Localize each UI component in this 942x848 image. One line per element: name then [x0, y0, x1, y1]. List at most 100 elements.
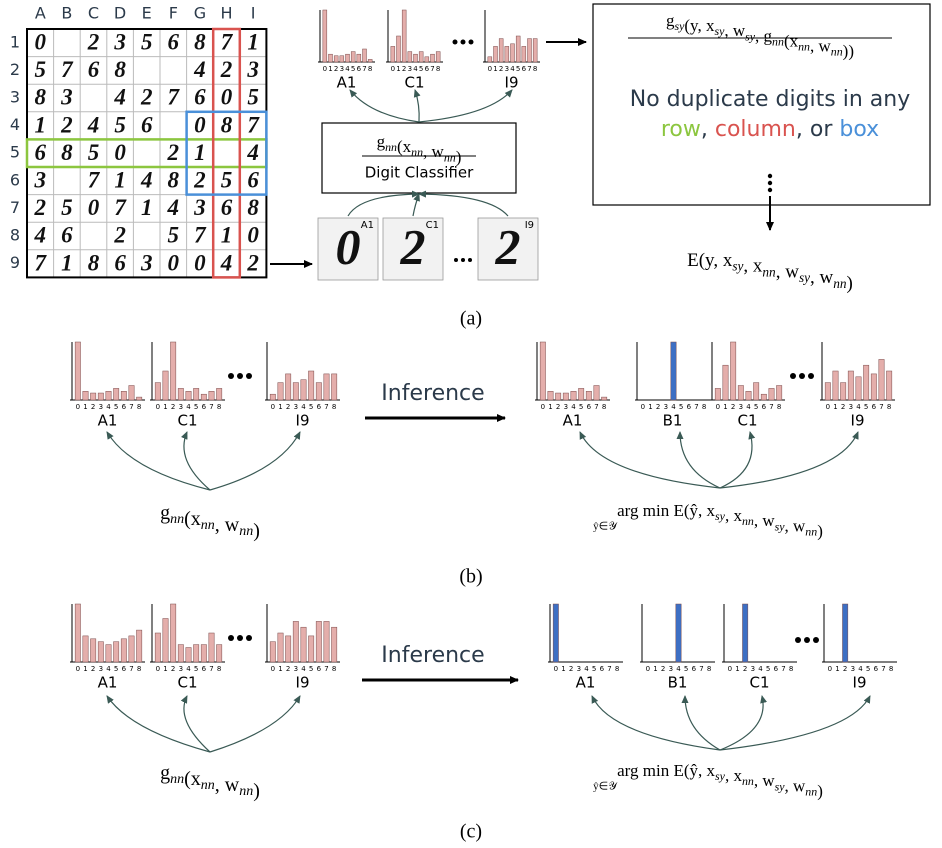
curve [107, 696, 210, 752]
cell-digit: 7 [35, 250, 48, 275]
digit-image-label: I9 [525, 220, 534, 231]
cell-digit: 0 [88, 195, 100, 220]
cell-digit: 6 [114, 250, 126, 275]
hist-bar [363, 49, 367, 62]
hist-tick-label: 5 [351, 65, 355, 73]
hist-bar [346, 54, 350, 62]
formula-part: E(y, x [687, 250, 733, 271]
hist-label: A1 [98, 412, 118, 430]
hist-bar [136, 630, 141, 662]
hist-tick-label: 4 [345, 65, 350, 73]
formula-subscript: nn [201, 778, 215, 793]
hist-tick-label: 7 [527, 65, 531, 73]
formula: gnn(xnn, wnn) [160, 502, 260, 542]
hist-tick-label: 8 [332, 665, 336, 673]
column-label: G [194, 4, 206, 23]
hist-tick-label: 0 [391, 65, 395, 73]
hist-bar [499, 39, 503, 62]
hist-tick-label: 8 [777, 403, 781, 411]
hist-tick-label: 5 [592, 665, 596, 673]
hist-tick-label: 5 [754, 403, 758, 411]
cell-digit: 8 [88, 250, 100, 275]
hist-tick-label: 3 [851, 665, 855, 673]
hist-bar [505, 46, 509, 62]
hist-tick-label: 4 [571, 403, 576, 411]
hist-tick-label: 2 [841, 403, 845, 411]
constraint-part: column [715, 117, 796, 142]
curve [184, 432, 210, 490]
formula-part: (x [784, 31, 799, 50]
hist-bar [825, 383, 830, 400]
hist-tick-label: 6 [874, 665, 879, 673]
curve [720, 696, 870, 750]
row-label: 3 [10, 88, 20, 107]
curve [720, 696, 763, 750]
cell-digit: 2 [193, 167, 206, 192]
hist-bar [155, 633, 160, 662]
hist-bar [163, 619, 168, 663]
cell-digit: 5 [35, 57, 47, 82]
hist-tick-label: 0 [646, 665, 650, 673]
figure: ABCDEFGHI1234567890235687157684238342760… [0, 0, 942, 848]
formula-subscript: nn [833, 276, 847, 291]
hist-tick-label: 6 [774, 665, 779, 673]
hist-tick-label: 7 [607, 665, 611, 673]
formula-subscript: nn [239, 784, 253, 799]
hist-bar [178, 388, 183, 400]
hist-bar [121, 391, 126, 400]
hist-bar [106, 645, 111, 662]
digit-image-label: A1 [361, 220, 374, 231]
hist-tick-label: 8 [707, 665, 711, 673]
hist-bar [324, 621, 329, 662]
digit-glyph: 2 [495, 218, 521, 274]
hist-tick-label: 0 [488, 65, 492, 73]
constraint-part: box [839, 117, 879, 142]
cell-digit: 6 [141, 112, 153, 137]
hist-tick-label: 2 [286, 665, 290, 673]
hist-tick-label: 7 [209, 665, 213, 673]
hist-tick-label: 1 [163, 403, 167, 411]
hist-tick-label: 1 [396, 65, 400, 73]
formula-part: , w [754, 771, 776, 790]
hist-bar [163, 371, 168, 400]
hist-tick-label: 1 [835, 665, 839, 673]
hist-tick-label: 2 [743, 665, 747, 673]
dot [768, 174, 772, 178]
hist-tick-label: 3 [340, 65, 344, 73]
hist-tick-label: 0 [271, 403, 275, 411]
hist-tick-label: 5 [864, 403, 868, 411]
cell-digit: 4 [140, 167, 153, 192]
formula-subscript: nn [170, 772, 184, 787]
formula-part: g [160, 502, 170, 524]
hist-bar [186, 391, 191, 400]
hist-tick-label: 8 [217, 665, 221, 673]
hist-tick-label: 7 [324, 403, 328, 411]
formula-subscript: nn [798, 39, 810, 53]
hist-label: I9 [296, 674, 310, 692]
cell-digit: 3 [193, 195, 206, 220]
hist-bar [113, 388, 118, 400]
cell-digit: 0 [221, 85, 233, 110]
formula-part: , x [725, 506, 743, 525]
formula-part: ) [817, 521, 823, 540]
curve [210, 696, 300, 752]
hist-tick-label: 0 [271, 665, 275, 673]
hist-tick-label: 2 [91, 665, 95, 673]
cell-digit: 0 [194, 250, 206, 275]
hist-bar [340, 56, 344, 62]
hist-bar [522, 46, 526, 62]
hist-bar [170, 342, 175, 400]
column-label: C [88, 4, 99, 23]
hist-tick-label: 3 [408, 65, 412, 73]
hist-tick-label: 3 [99, 403, 103, 411]
hist-tick-label: 2 [556, 403, 560, 411]
hist-tick-label: 5 [579, 403, 583, 411]
hist-tick-label: 8 [702, 403, 706, 411]
formula-part: (x [397, 137, 412, 156]
cell-digit: 2 [113, 223, 126, 248]
hist-bar [563, 393, 568, 400]
curve [580, 432, 720, 488]
cell-digit: 3 [140, 250, 153, 275]
hist-bar [516, 36, 520, 62]
cell-digit: 8 [221, 112, 233, 137]
